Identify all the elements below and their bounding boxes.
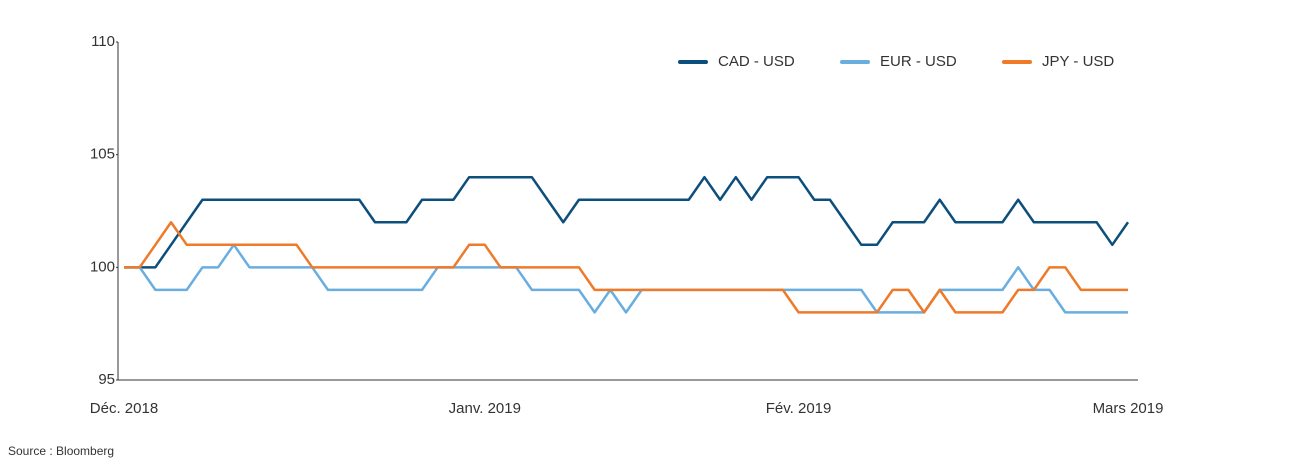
- legend-label: EUR - USD: [880, 53, 957, 70]
- y-tick-label: 95: [98, 371, 115, 388]
- line-series: [124, 243, 1128, 314]
- legend-label: JPY - USD: [1042, 53, 1114, 70]
- line-series: [124, 175, 1130, 269]
- x-tick-label: Janv. 2019: [449, 400, 521, 417]
- line-series: [124, 221, 1128, 314]
- y-tick-label: 110: [91, 33, 115, 50]
- source: Source : Bloomberg: [8, 444, 114, 458]
- x-tick-label: Mars 2019: [1093, 400, 1164, 417]
- x-tick-label: Fév. 2019: [766, 400, 832, 417]
- y-tick-label: 105: [90, 146, 115, 163]
- y-tick-label: 100: [90, 258, 115, 275]
- x-tick-label: Déc. 2018: [90, 400, 158, 417]
- legend-label: CAD - USD: [718, 53, 795, 70]
